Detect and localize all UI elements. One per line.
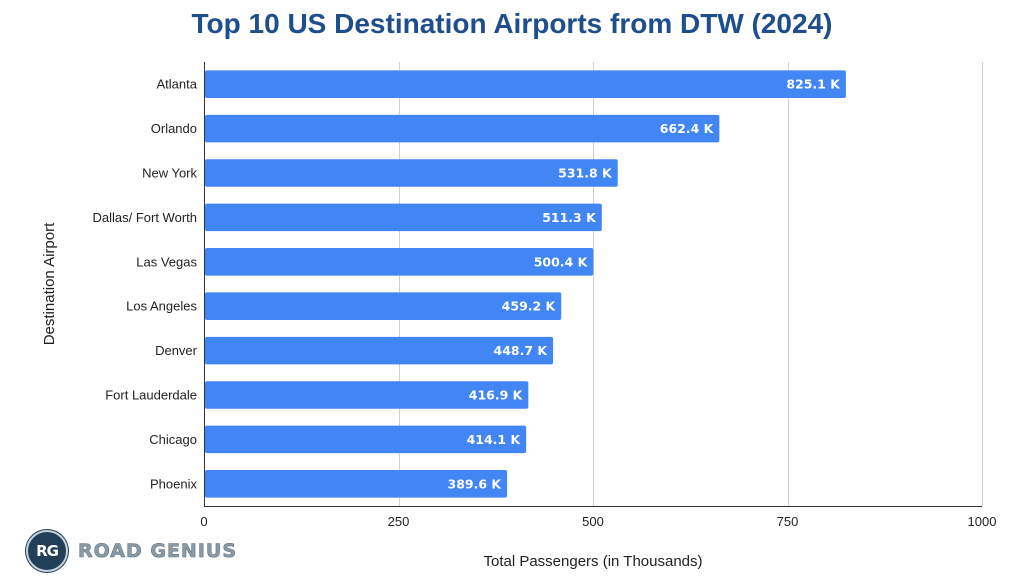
category-label: Los Angeles bbox=[126, 299, 197, 314]
data-label: 414.1 K bbox=[467, 432, 522, 447]
bar bbox=[205, 70, 846, 98]
category-label: New York bbox=[142, 166, 197, 181]
bar bbox=[205, 381, 529, 409]
bar bbox=[205, 425, 527, 454]
bar bbox=[205, 203, 602, 232]
data-label: 448.7 K bbox=[494, 343, 549, 358]
bar bbox=[205, 470, 508, 498]
category-label: Atlanta bbox=[157, 77, 198, 92]
y-axis-title: Destination Airport bbox=[41, 222, 58, 345]
category-label: Denver bbox=[155, 343, 198, 358]
data-label: 662.4 K bbox=[660, 121, 715, 136]
tick-labels: 0 250 500 750 1000 bbox=[200, 514, 996, 529]
data-label: 459.2 K bbox=[502, 299, 557, 314]
bar bbox=[205, 248, 594, 276]
category-label: Orlando bbox=[151, 121, 197, 136]
data-label: 389.6 K bbox=[448, 476, 503, 491]
category-label: Chicago bbox=[149, 432, 197, 447]
bar bbox=[205, 114, 720, 143]
data-label: 416.9 K bbox=[469, 388, 524, 403]
x-tick-label: 0 bbox=[200, 514, 207, 529]
x-tick-label: 1000 bbox=[968, 514, 997, 529]
bar bbox=[205, 159, 618, 187]
bar bbox=[205, 292, 562, 320]
bar bbox=[205, 336, 554, 365]
data-label: 511.3 K bbox=[542, 210, 597, 225]
bars: 825.1 K 662.4 K 531.8 K 511.3 K 500.4 K 459.2… bbox=[205, 70, 846, 498]
category-label: Las Vegas bbox=[136, 254, 197, 269]
category-label: Phoenix bbox=[150, 476, 197, 491]
x-axis-title: Total Passengers (in Thousands) bbox=[483, 553, 702, 570]
x-tick-label: 500 bbox=[582, 514, 604, 529]
category-label: Dallas/ Fort Worth bbox=[92, 210, 197, 225]
chart-title: Top 10 US Destination Airports from DTW … bbox=[191, 8, 833, 39]
category-labels: Atlanta Orlando New York Dallas/ Fort Worth… bbox=[92, 77, 197, 492]
logo-text: ROAD GENIUS bbox=[78, 540, 238, 563]
x-tick-label: 250 bbox=[388, 514, 410, 529]
data-label: 531.8 K bbox=[558, 166, 613, 181]
data-label: 500.4 K bbox=[534, 254, 589, 269]
data-label: 825.1 K bbox=[786, 77, 841, 92]
x-tick-label: 750 bbox=[777, 514, 799, 529]
logo-badge-icon: RG bbox=[26, 530, 68, 572]
road-genius-logo: RG ROAD GENIUS bbox=[26, 530, 237, 572]
category-label: Fort Lauderdale bbox=[105, 388, 197, 403]
